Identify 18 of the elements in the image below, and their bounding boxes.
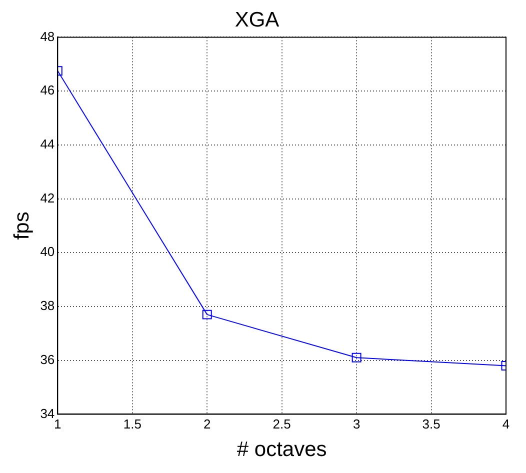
y-tick-label: 48 (40, 28, 55, 44)
x-tick-label: 3 (352, 416, 360, 432)
y-tick-label: 36 (40, 352, 55, 367)
x-tick-label: 1 (54, 416, 62, 432)
x-tick-label: 4 (502, 416, 510, 432)
x-tick-label: 2 (203, 416, 211, 432)
x-axis-title: # octaves (236, 438, 327, 462)
y-tick-label: 40 (40, 244, 55, 260)
chart-title: XGA (234, 8, 280, 32)
y-tick-label: 38 (40, 298, 55, 314)
y-tick-label: 44 (40, 136, 55, 152)
y-axis-title: fps (10, 212, 34, 240)
x-tick-label: 1.5 (123, 416, 142, 432)
y-tick-label: 34 (40, 406, 55, 421)
y-tick-label: 42 (40, 190, 55, 206)
y-tick-label: 46 (40, 82, 55, 98)
x-tick-label: 3.5 (422, 416, 440, 432)
x-tick-label: 2.5 (272, 416, 291, 432)
